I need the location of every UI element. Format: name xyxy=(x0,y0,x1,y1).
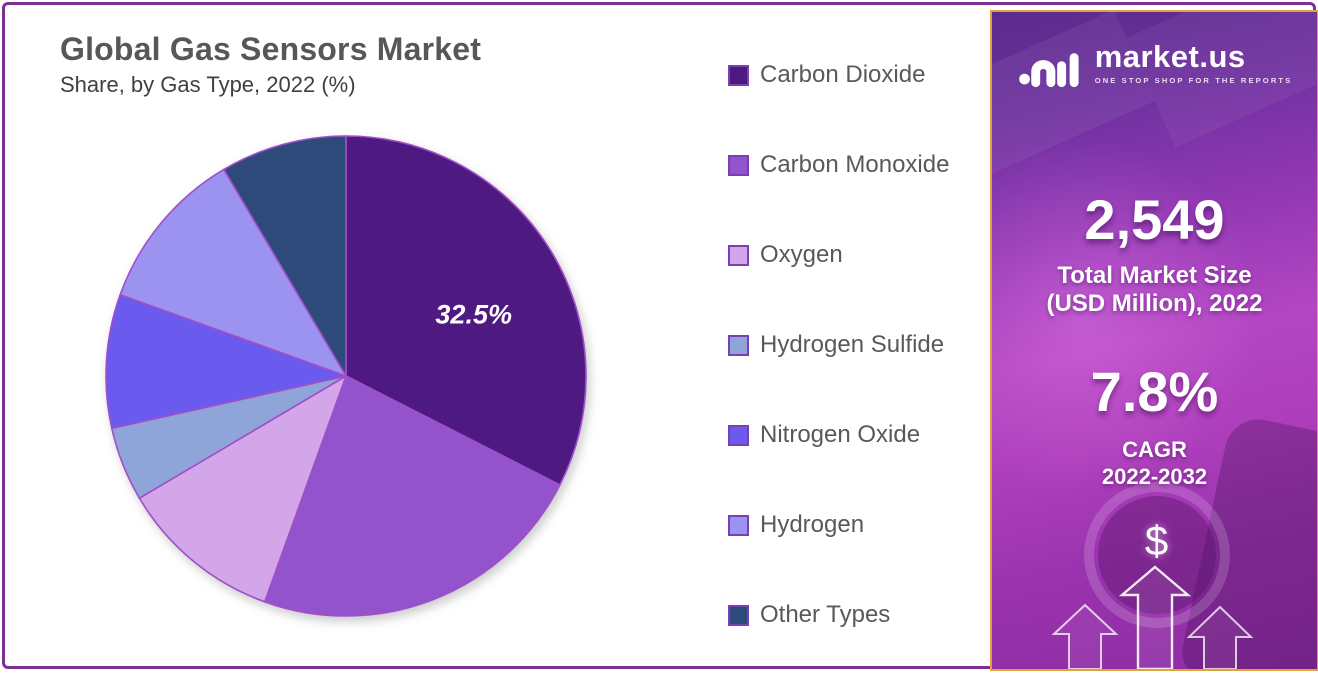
total-market-size-value: 2,549 xyxy=(1084,188,1225,251)
legend-item: Nitrogen Oxide xyxy=(728,421,949,449)
total-market-size-label: Total Market Size (USD Million), 2022 xyxy=(992,262,1317,318)
sidebar: market.us ONE STOP SHOP FOR THE REPORTS … xyxy=(990,10,1318,671)
legend-item: Hydrogen Sulfide xyxy=(728,331,949,359)
legend-swatch xyxy=(728,334,749,356)
cagr-label: CAGR 2022-2032 xyxy=(992,436,1317,490)
legend-swatch xyxy=(728,424,749,446)
legend-label: Nitrogen Oxide xyxy=(760,421,921,448)
page-subtitle: Share, by Gas Type, 2022 (%) xyxy=(60,72,356,97)
pie-slice-nitrogen-oxide xyxy=(105,293,347,430)
legend-item: Oxygen xyxy=(728,241,949,269)
pie-slice-carbon-dioxide xyxy=(345,135,587,486)
legend-swatch xyxy=(728,514,749,536)
legend-label: Carbon Monoxide xyxy=(760,151,950,178)
legend-swatch xyxy=(728,604,749,626)
pie-slice-other-types xyxy=(223,135,347,377)
pie-slice-carbon-monoxide xyxy=(263,375,561,617)
pie-slice-pct-label: 32.5% xyxy=(435,300,512,330)
legend-label: Hydrogen xyxy=(760,511,865,538)
pie-slice-hydrogen xyxy=(119,168,347,377)
market-us-logo-icon xyxy=(1018,53,1079,88)
decorative-band xyxy=(992,12,1155,175)
legend-label: Hydrogen Sulfide xyxy=(760,331,945,358)
chart-header: Global Gas Sensors Market Share, by Gas … xyxy=(60,31,481,98)
legend-label: Oxygen xyxy=(760,241,843,268)
legend-swatch xyxy=(728,244,749,266)
legend: Carbon Dioxide Carbon Monoxide Oxygen Hydro… xyxy=(728,61,949,691)
cagr-label-line2: 2022-2032 xyxy=(1101,464,1208,489)
legend-label: Carbon Dioxide xyxy=(760,61,926,88)
legend-item: Carbon Monoxide xyxy=(728,151,949,179)
legend-item: Other Types xyxy=(728,601,949,629)
total-market-size-label-line2: (USD Million), 2022 xyxy=(1046,290,1263,317)
legend-swatch xyxy=(728,64,749,86)
page-title: Global Gas Sensors Market xyxy=(60,31,482,67)
pie-svg: 32.5% xyxy=(105,135,587,617)
cagr-label-line1: CAGR xyxy=(1122,437,1187,462)
legend-label: Other Types xyxy=(760,601,891,628)
growth-arrows-icon xyxy=(1051,565,1254,669)
legend-item: Carbon Dioxide xyxy=(728,61,949,89)
legend-swatch xyxy=(728,154,749,176)
cagr-value: 7.8% xyxy=(1090,360,1219,423)
brand-tagline: ONE STOP SHOP FOR THE REPORTS xyxy=(1094,76,1293,85)
brand-name: market.us xyxy=(1094,39,1246,74)
pie-slice-oxygen xyxy=(138,375,347,603)
total-market-size-label-line1: Total Market Size xyxy=(1057,262,1252,289)
dollar-icon: $ xyxy=(1144,517,1169,564)
infographic-frame: Global Gas Sensors Market Share, by Gas … xyxy=(2,2,1318,671)
legend-item: Hydrogen xyxy=(728,511,949,539)
logo: market.us ONE STOP SHOP FOR THE REPORTS xyxy=(992,38,1317,88)
pie-chart: 32.5% xyxy=(100,130,592,622)
